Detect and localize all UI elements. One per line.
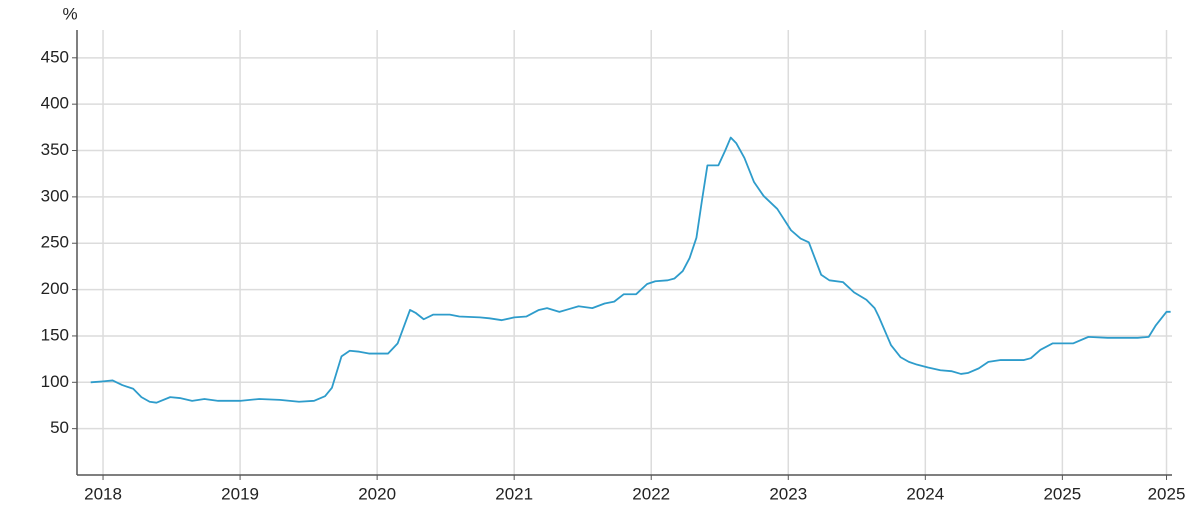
- x-tick-label: 2018: [84, 484, 122, 503]
- x-tick-label: 2019: [221, 484, 259, 503]
- y-tick-label: 250: [41, 233, 69, 252]
- y-tick-label: 450: [41, 47, 69, 66]
- x-tick-label: 2025: [1043, 484, 1081, 503]
- x-tick-label: 2024: [906, 484, 944, 503]
- y-tick-label: 300: [41, 186, 69, 205]
- x-tick-label: 2020: [358, 484, 396, 503]
- y-tick-label: 350: [41, 140, 69, 159]
- y-tick-label: 100: [41, 372, 69, 391]
- y-tick-label: 150: [41, 325, 69, 344]
- x-tick-label: 2025: [1148, 484, 1186, 503]
- y-tick-label: 400: [41, 94, 69, 113]
- data-line: [90, 136, 1171, 404]
- x-tick-label: 2022: [632, 484, 670, 503]
- x-tick-label: 2023: [769, 484, 807, 503]
- y-tick-label: 50: [50, 418, 69, 437]
- x-tick-label: 2021: [495, 484, 533, 503]
- y-tick-label: 200: [41, 279, 69, 298]
- y-axis-label: %: [62, 4, 77, 23]
